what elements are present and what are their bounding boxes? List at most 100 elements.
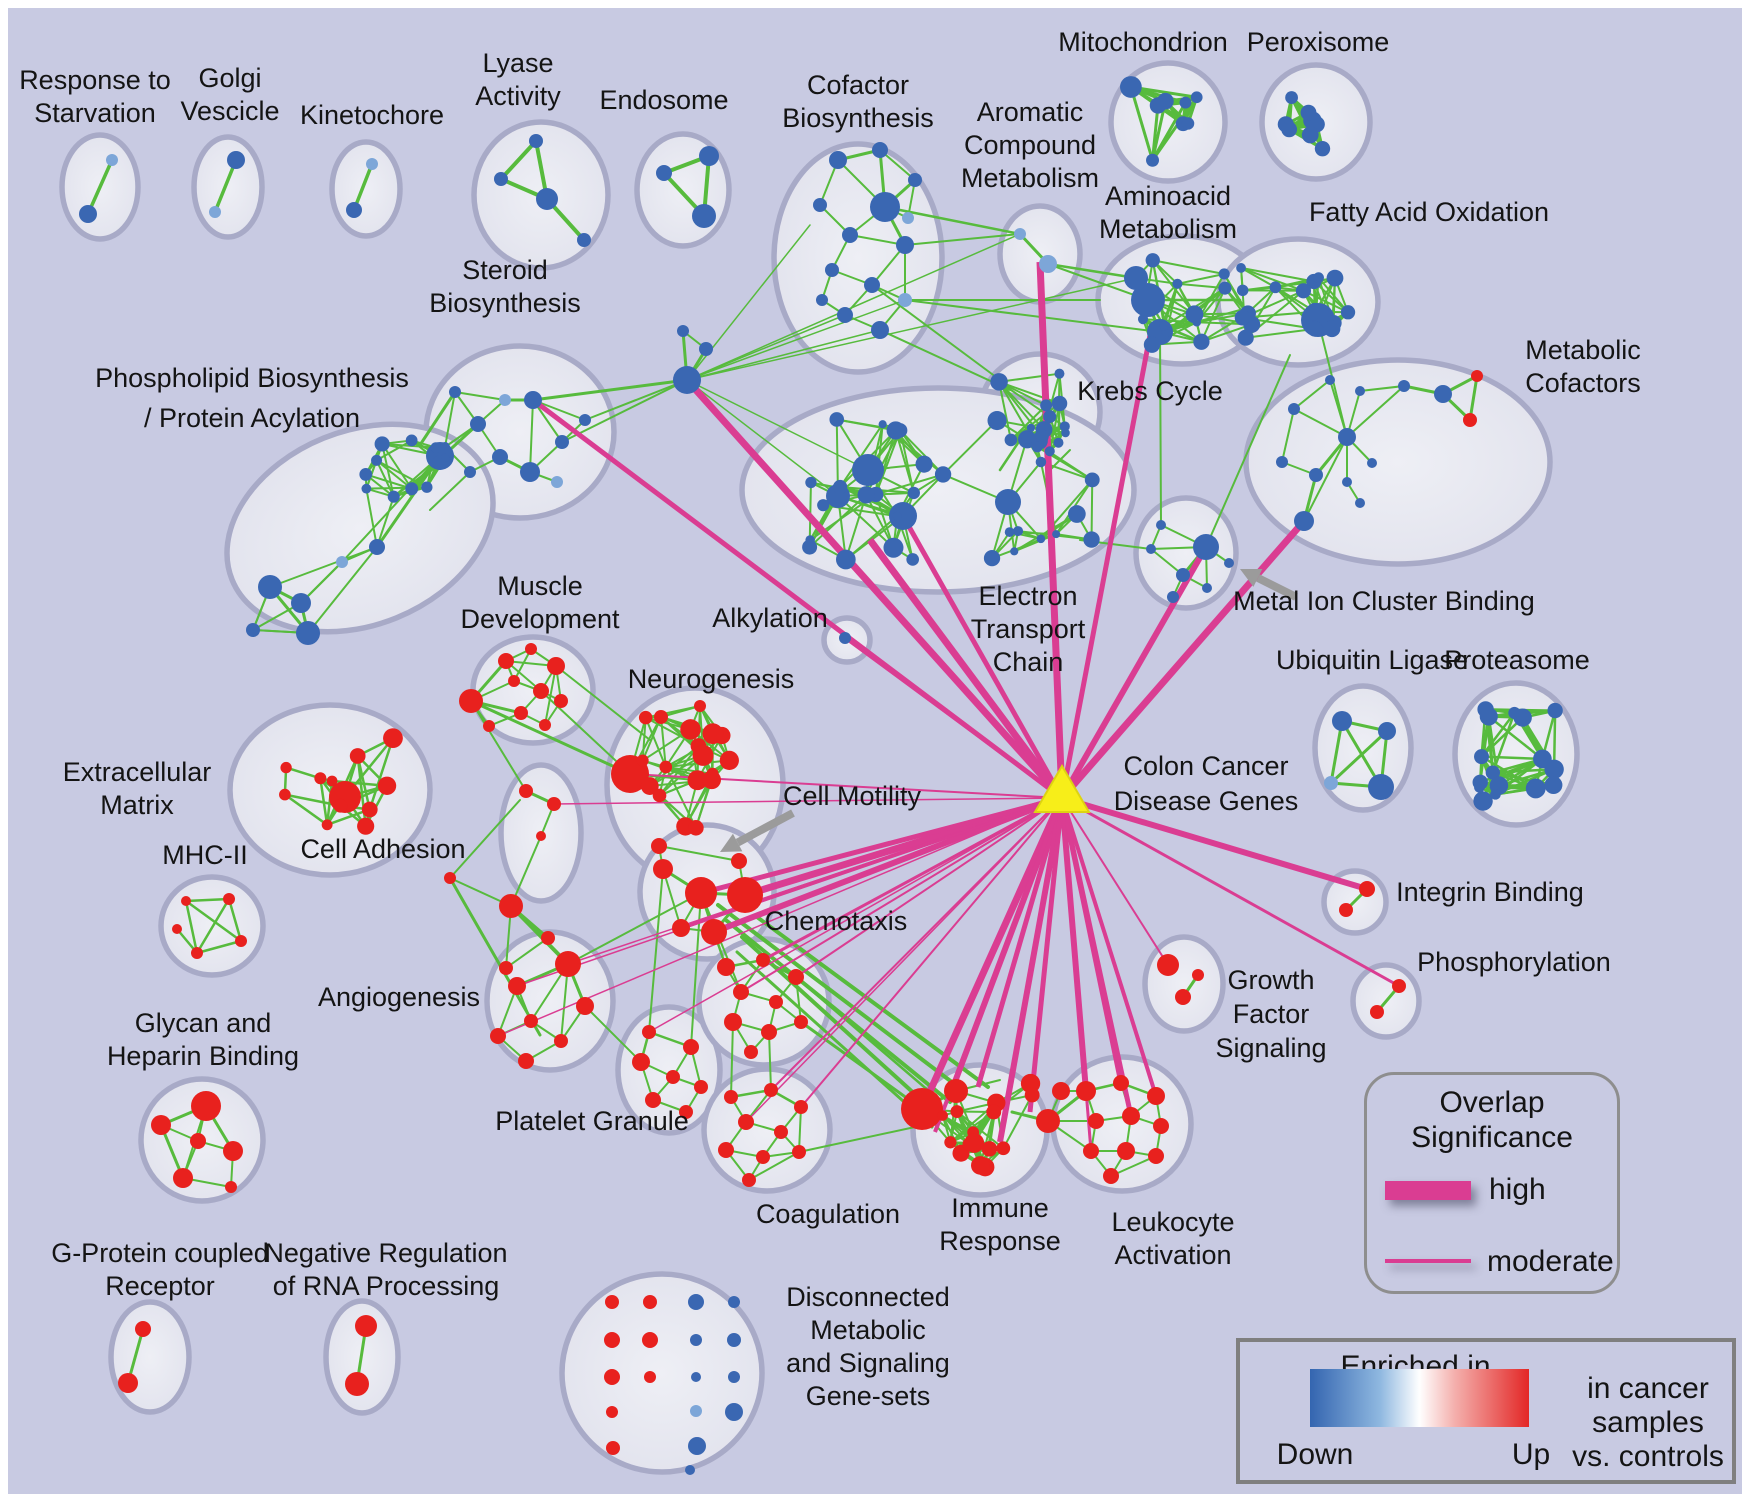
cluster-g-protein-coupled-receptor-nodes xyxy=(118,1321,151,1393)
cluster-proteasome-nodes xyxy=(1472,701,1564,811)
gene-set-node xyxy=(724,1090,738,1104)
intra-edge xyxy=(227,897,243,943)
cluster-phospholipid-acylation-nodes xyxy=(246,434,454,645)
overlap-significance-edge xyxy=(745,797,1063,1123)
intra-edge xyxy=(1002,1093,1034,1150)
label-line: Disease Genes xyxy=(1114,786,1299,816)
label-line: Signaling xyxy=(1215,1033,1326,1063)
overlap-significance-edge xyxy=(740,797,1063,993)
label-line: Metal Ion Cluster Binding xyxy=(1233,586,1535,616)
overlap-significance-edge xyxy=(516,797,1063,987)
gene-set-node xyxy=(246,623,260,637)
label-line: Development xyxy=(460,604,620,634)
intra-edge xyxy=(1281,408,1295,463)
gene-set-node xyxy=(1224,558,1234,568)
gene-set-node xyxy=(761,1024,777,1040)
gene-set-node xyxy=(769,995,783,1009)
cluster-chemotaxis-nodes xyxy=(717,953,808,1059)
gene-set-node xyxy=(518,1053,534,1069)
overlap-significance-edge xyxy=(497,797,1063,1037)
intra-edge xyxy=(195,939,243,955)
legend-overlap-significance: Overlap Significance high moderate xyxy=(1364,1072,1620,1294)
cluster-phosphorylation-nodes xyxy=(1370,979,1406,1019)
label-line: Heparin Binding xyxy=(107,1041,299,1071)
gene-set-node xyxy=(1192,969,1204,981)
gene-set-node xyxy=(902,212,914,224)
gene-set-node xyxy=(702,770,721,790)
gene-set-node xyxy=(688,1437,706,1455)
inter-cluster-edge xyxy=(567,892,702,965)
gene-set-node xyxy=(1392,979,1406,993)
gene-set-node xyxy=(1370,1005,1384,1019)
gene-set-node xyxy=(1398,380,1410,392)
label-line: and Signaling xyxy=(786,1348,950,1378)
cluster-label-neurogenesis: Neurogenesis xyxy=(628,664,795,694)
gene-set-node xyxy=(499,894,523,918)
gene-set-node xyxy=(1053,437,1064,448)
gene-set-node xyxy=(349,748,366,764)
cluster-disconnected-gene-sets-ellipse xyxy=(559,1271,765,1475)
label-line: Aromatic xyxy=(977,97,1084,127)
gene-set-node xyxy=(995,489,1021,515)
cluster-label-mitochondrion: Mitochondrion xyxy=(1058,27,1228,57)
gene-set-node xyxy=(173,1168,193,1188)
gene-set-node xyxy=(1340,305,1356,320)
cluster-platelet-granule-nodes xyxy=(632,1025,708,1119)
cluster-alkylation-nodes xyxy=(839,632,851,644)
cluster-label-fatty-acid-oxidation: Fatty Acid Oxidation xyxy=(1309,197,1549,227)
intra-edge xyxy=(1359,385,1405,392)
gene-set-node xyxy=(223,893,235,905)
intra-edge xyxy=(1013,513,1078,553)
gene-set-node xyxy=(727,1333,741,1347)
gene-set-node xyxy=(1051,395,1068,412)
gene-set-node xyxy=(832,479,848,495)
label-line: Response to xyxy=(19,65,171,95)
intra-edge xyxy=(184,899,243,943)
gene-set-node xyxy=(524,391,542,409)
gene-set-node xyxy=(1533,749,1552,769)
gene-set-node xyxy=(1314,140,1331,157)
label-line: Kinetochore xyxy=(300,100,444,130)
cluster-endosome-nodes xyxy=(656,146,719,228)
intra-edge xyxy=(808,493,868,549)
inter-cluster-edge xyxy=(429,471,471,511)
gene-set-node xyxy=(889,502,917,530)
gene-set-node xyxy=(1202,583,1212,593)
gene-set-node xyxy=(643,1295,657,1309)
overlap-significance-edge xyxy=(1059,545,1209,800)
gene-set-node xyxy=(717,958,735,976)
gene-set-node xyxy=(719,750,739,771)
gene-set-node xyxy=(837,307,853,323)
gene-set-node xyxy=(1185,305,1204,324)
inter-cluster-edge xyxy=(531,378,689,402)
annotations xyxy=(720,569,1298,852)
gene-set-node xyxy=(519,784,533,798)
gene-set-node xyxy=(934,466,952,483)
gene-set-node xyxy=(336,556,348,568)
overlap-significance-edge xyxy=(844,636,1063,800)
cluster-label-aromatic-compound-metabolism: Aromatic Compound Metabolism xyxy=(961,97,1099,193)
label-line: / Protein Acylation xyxy=(144,403,360,433)
pointer-arrowhead xyxy=(1240,569,1263,587)
gene-set-node xyxy=(577,233,591,247)
label-line: Cell Motility xyxy=(783,781,922,811)
intra-edge xyxy=(998,380,1061,405)
gene-set-node xyxy=(1295,283,1312,299)
intra-edge xyxy=(998,380,1012,441)
gene-set-node xyxy=(870,192,900,222)
gene-set-node xyxy=(872,142,888,158)
gene-set-node xyxy=(680,719,701,740)
gene-set-node xyxy=(576,997,594,1015)
intra-edge xyxy=(894,429,915,494)
intra-edge xyxy=(998,372,1061,383)
overlap-significance-edge xyxy=(997,797,1065,1143)
gene-set-node xyxy=(508,977,526,995)
intra-edge xyxy=(1487,715,1544,761)
cluster-label-electron-transport-chain: Electron Transport Chain xyxy=(971,581,1086,677)
label-line: Alkylation xyxy=(712,603,828,633)
label-line: Steroid xyxy=(462,255,548,285)
label-line: Matrix xyxy=(100,790,174,820)
cluster-ubiquitin-ligase-nodes xyxy=(1324,711,1396,800)
gene-set-node xyxy=(235,935,247,947)
gene-set-node xyxy=(718,1142,734,1158)
